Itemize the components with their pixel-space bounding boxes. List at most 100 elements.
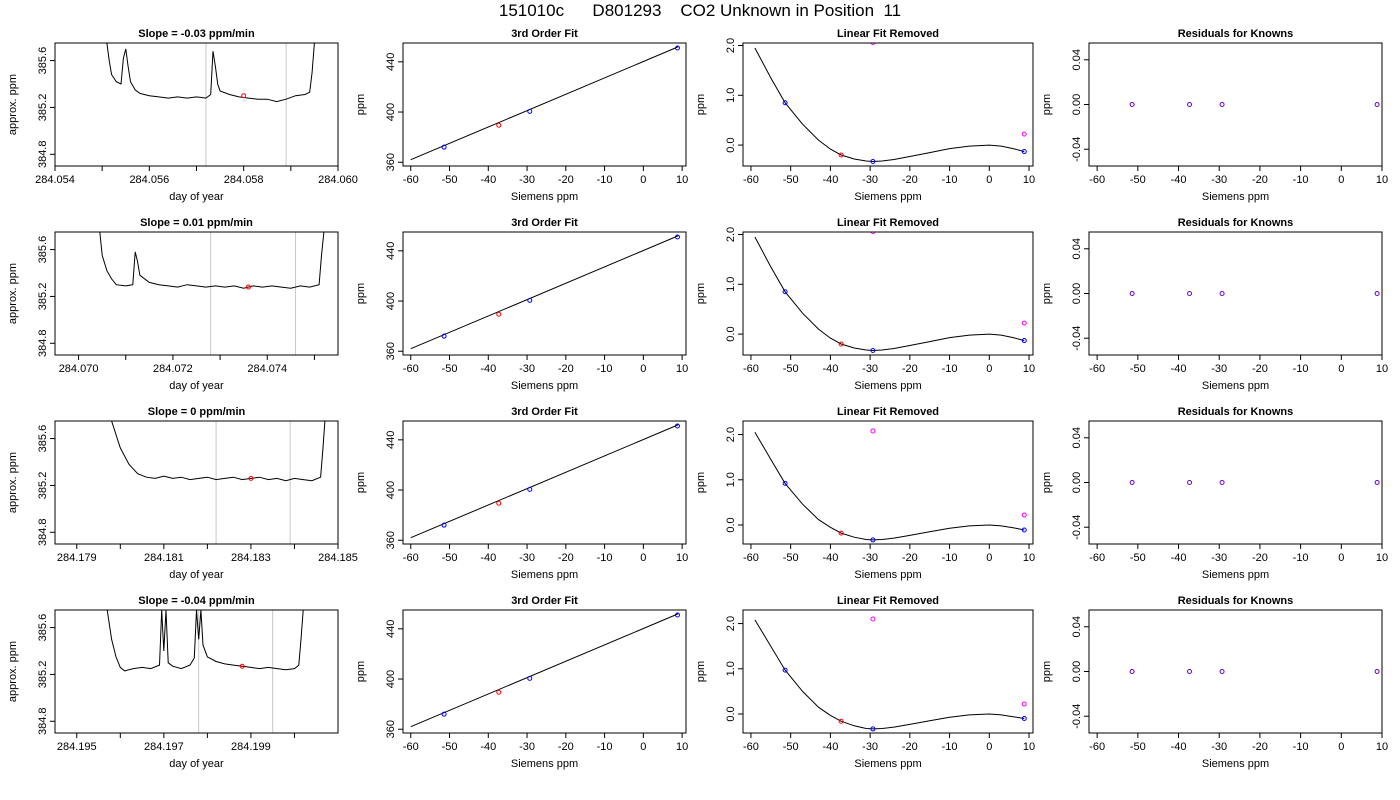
unknown-point (496, 311, 502, 317)
residual-point (1219, 291, 1225, 296)
panel-0-1: 3rd Order Fit Siemens ppm ppm -60 -50 -40 -30 -… (355, 28, 688, 203)
known-point (441, 144, 447, 150)
y-axis-label: approx. ppm (7, 641, 19, 702)
panel-title: Residuals for Knowns (1178, 217, 1294, 229)
x-tick-label: -40 (1171, 741, 1187, 753)
x-tick-label: 10 (1023, 552, 1035, 564)
x-tick-label: -40 (480, 174, 496, 186)
panel-2-3: Residuals for Knowns Siemens ppm ppm -60 -50… (1041, 406, 1388, 581)
residual-point (1374, 669, 1380, 674)
y-tick-label: 360 (385, 153, 397, 171)
x-axis-label: day of year (169, 191, 224, 203)
x-tick-label: 0 (986, 741, 992, 753)
unknown-point (838, 152, 844, 158)
x-tick-label: 10 (1376, 363, 1388, 375)
y-tick-label: 440 (385, 431, 397, 449)
known-point (870, 159, 876, 165)
plot-frame (402, 609, 687, 734)
x-tick-label: -30 (1211, 552, 1227, 564)
plot-frame (402, 420, 687, 545)
x-tick-label: -60 (1089, 552, 1105, 564)
x-tick-label: 284.060 (318, 174, 358, 186)
y-tick-label: 0.04 (1071, 238, 1083, 259)
x-tick-label: -10 (597, 741, 613, 753)
y-axis-label: approx. ppm (7, 263, 19, 324)
plot-frame (54, 42, 339, 167)
x-tick-label: 10 (1376, 741, 1388, 753)
x-tick-label: -50 (442, 363, 458, 375)
x-tick-label: -30 (862, 174, 878, 186)
x-tick-label: -20 (558, 741, 574, 753)
plot-frame (1088, 42, 1383, 167)
y-tick-label: 2.0 (725, 616, 737, 631)
plot-frame (1088, 231, 1383, 356)
panel-1-2: Linear Fit Removed Siemens ppm ppm -60 -50 -4… (695, 217, 1035, 392)
plot-area (1129, 102, 1380, 107)
y-tick-label: 385.6 (37, 47, 49, 75)
x-tick-label: -50 (442, 174, 458, 186)
y-tick-label: 440 (385, 242, 397, 260)
panel-title: Linear Fit Removed (837, 406, 939, 418)
y-axis-label: ppm (695, 94, 707, 115)
x-tick-label: -10 (597, 174, 613, 186)
fit-line (410, 424, 679, 539)
y-tick-label: 384.8 (37, 519, 49, 547)
x-axis-label: Siemens ppm (854, 758, 921, 770)
x-tick-label: -30 (519, 363, 535, 375)
panel-title: 3rd Order Fit (511, 595, 578, 607)
x-tick-label: -30 (862, 363, 878, 375)
y-tick-label: -0.04 (1071, 515, 1083, 540)
x-tick-label: 0 (986, 363, 992, 375)
y-axis-label: ppm (1041, 283, 1053, 304)
x-tick-label: 0 (640, 174, 646, 186)
plot-area (1129, 291, 1380, 296)
residual-point (1129, 291, 1135, 296)
y-tick-label: 2.0 (725, 38, 737, 53)
residual-curve (754, 236, 1025, 352)
x-tick-label: -60 (743, 174, 759, 186)
trace-line (111, 421, 326, 482)
unknown-average-point (241, 93, 247, 99)
panel-title: Slope = -0.03 ppm/min (138, 28, 255, 40)
x-tick-label: -30 (519, 174, 535, 186)
x-tick-label: -50 (1130, 552, 1146, 564)
plot-area (410, 45, 680, 161)
plot-frame (402, 231, 687, 356)
unknown-point (496, 689, 502, 695)
plot-frame (742, 609, 1034, 734)
removed-point (1021, 320, 1027, 326)
plot-frame (742, 42, 1034, 167)
x-tick-label: 284.181 (144, 552, 184, 564)
x-tick-label: -20 (558, 552, 574, 564)
x-tick-label: 0 (1338, 363, 1344, 375)
known-point (782, 100, 788, 106)
y-tick-label: 384.8 (37, 708, 49, 736)
x-tick-label: 284.072 (153, 363, 193, 375)
trace-line (99, 232, 325, 289)
residual-point (1187, 102, 1193, 107)
x-tick-label: 0 (1338, 552, 1344, 564)
panel-title: Linear Fit Removed (837, 28, 939, 40)
panel-0-2: Linear Fit Removed Siemens ppm ppm -60 -50 -4… (695, 28, 1035, 203)
x-tick-label: -10 (942, 552, 958, 564)
known-point (527, 297, 533, 303)
panel-1-0: Slope = 0.01 ppm/min day of year approx. p… (7, 217, 339, 392)
known-point (782, 667, 788, 673)
y-tick-label: 0.0 (725, 326, 737, 341)
residual-curve (754, 619, 1025, 730)
x-tick-label: -50 (783, 741, 799, 753)
y-axis-label: ppm (695, 472, 707, 493)
panel-title: Residuals for Knowns (1178, 595, 1294, 607)
x-tick-label: -10 (597, 552, 613, 564)
unknown-average-point (248, 475, 254, 481)
x-tick-label: -20 (902, 741, 918, 753)
x-tick-label: -50 (1130, 174, 1146, 186)
x-tick-label: 284.054 (35, 174, 75, 186)
known-point (870, 726, 876, 732)
x-tick-label: -10 (1293, 552, 1309, 564)
fit-line (410, 46, 679, 161)
residual-point (1129, 102, 1135, 107)
plot-frame (54, 231, 339, 356)
x-tick-label: -10 (1293, 174, 1309, 186)
x-tick-label: -20 (902, 363, 918, 375)
